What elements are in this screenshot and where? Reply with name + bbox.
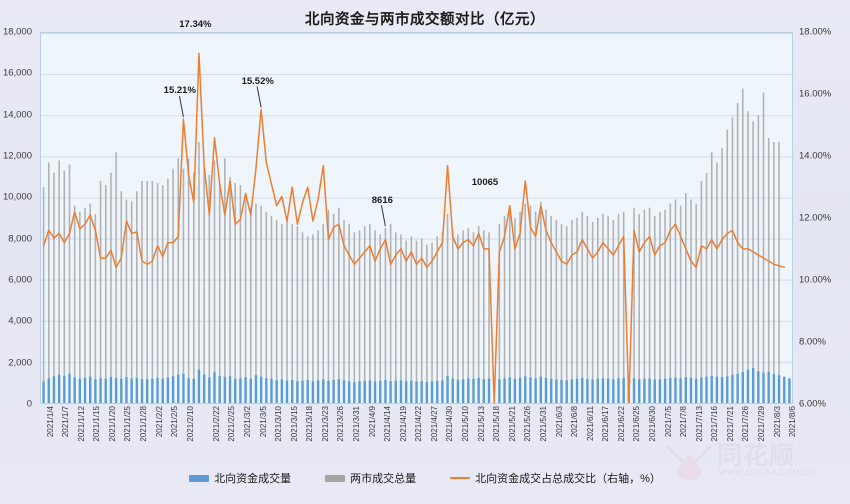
x-axis-tick: 2021/7/16 — [710, 406, 720, 442]
y-right-tick: 16.00% — [799, 88, 832, 100]
x-axis-tick: 2021/2/25 — [227, 406, 237, 442]
x-axis-tick: 2021/4/14 — [383, 406, 393, 442]
y-right-tick: 6.00% — [799, 398, 826, 410]
y-left-tick: 18,000 — [2, 26, 32, 38]
x-axis-tick: 2021/3/10 — [274, 406, 284, 442]
x-axis-tick: 2021/5/18 — [492, 406, 502, 442]
x-axis-tick: 2021/7/8 — [679, 406, 689, 438]
data-label: 8616 — [371, 195, 393, 207]
y-left-tick: 16,000 — [2, 67, 32, 79]
x-axis-tick: 2021/3/5 — [258, 406, 268, 438]
x-axis-tick: 2021/3/15 — [289, 406, 299, 442]
x-axis-tick: 2021/2/2 — [154, 406, 164, 438]
legend-label: 北向资金成交量 — [214, 473, 292, 485]
x-axis-tick: 2021/1/15 — [92, 406, 102, 442]
x-axis-tick: 2021/4/9 — [367, 406, 377, 438]
legend-label: 北向资金成交占总成交比（右轴，%） — [475, 473, 661, 485]
y-left-tick: 0 — [26, 398, 32, 410]
legend-item[interactable]: 北向资金成交占总成交比（右轴，%） — [450, 470, 661, 486]
y-left-tick: 8,000 — [8, 233, 32, 245]
x-axis-tick: 2021/7/21 — [725, 406, 735, 442]
x-axis-tick: 2021/5/10 — [461, 406, 471, 442]
x-axis-tick: 2021/1/12 — [76, 406, 86, 442]
y-left-tick: 2,000 — [8, 357, 32, 369]
x-axis-tick: 2021/2/22 — [211, 406, 221, 442]
x-axis-tick: 2021/6/17 — [601, 406, 611, 442]
annotation-leaders — [178, 86, 386, 227]
x-axis-tick: 2021/3/23 — [320, 406, 330, 442]
x-axis-tick: 2021/3/2 — [242, 406, 252, 438]
y-right-tick: 12.00% — [799, 212, 832, 224]
y-axis-left: 0 2,000 4,000 6,000 8,000 10,000 12,000 14,000 1… — [0, 27, 36, 410]
legend-label: 两市成交总量 — [350, 473, 417, 485]
data-label: 10065 — [471, 176, 499, 188]
legend-swatch-icon — [325, 474, 346, 482]
legend-item[interactable]: 两市成交总量 — [325, 470, 416, 486]
x-axis-tick: 2021/2/10 — [185, 406, 195, 442]
x-axis-tick: 2021/3/31 — [351, 406, 361, 442]
plot-area: 15.21% 17.34% 15.52% 8616 10065 — [40, 19, 793, 404]
y-left-tick: 6,000 — [8, 274, 32, 286]
x-axis-tick: 2021/4/22 — [414, 406, 424, 442]
x-axis-tick: 2021/6/25 — [632, 406, 642, 442]
x-axis-tick: 2021/7/26 — [741, 406, 751, 442]
legend-swatch-icon — [189, 474, 210, 482]
data-label: 15.52% — [241, 75, 274, 87]
x-axis-tick: 2021/7/29 — [757, 406, 767, 442]
x-axis-tick: 2021/4/19 — [398, 406, 408, 442]
y-left-tick: 14,000 — [2, 109, 32, 121]
x-axis-tick: 2021/6/30 — [647, 406, 657, 442]
legend-item[interactable]: 北向资金成交量 — [189, 470, 291, 486]
x-axis-tick: 2021/8/6 — [788, 406, 798, 438]
x-axis-tick: 2021/3/26 — [336, 406, 346, 442]
x-axis-tick: 2021/1/4 — [45, 406, 55, 438]
x-axis-tick: 2021/6/11 — [585, 406, 595, 441]
x-axis-tick: 2021/7/5 — [663, 406, 673, 438]
y-right-tick: 10.00% — [799, 274, 832, 286]
y-left-tick: 4,000 — [8, 315, 32, 327]
x-axis-tick: 2021/5/31 — [538, 406, 548, 442]
legend-swatch-icon — [450, 476, 471, 480]
x-axis-tick: 2021/2/5 — [170, 406, 180, 438]
chart-legend: 北向资金成交量 两市成交总量 北向资金成交占总成交比（右轴，%） — [0, 470, 850, 486]
x-axis-tick: 2021/5/26 — [523, 406, 533, 442]
x-axis-tick: 2021/6/22 — [616, 406, 626, 442]
series-layer — [42, 52, 791, 403]
x-axis-tick: 2021/6/8 — [570, 406, 580, 438]
x-axis-tick: 2021/5/21 — [507, 406, 517, 442]
chart-title: 北向资金与两市成交额对比（亿元） — [305, 12, 545, 28]
gridlines — [41, 33, 792, 363]
x-axis-tick: 2021/6/3 — [554, 406, 564, 438]
x-axis-tick: 2021/1/25 — [123, 406, 133, 442]
data-label: 17.34% — [179, 19, 212, 31]
y-left-tick: 12,000 — [2, 150, 32, 162]
x-axis-tick: 2021/1/20 — [107, 406, 117, 442]
x-axis-tick: 2021/5/13 — [476, 406, 486, 442]
x-axis-tick: 2021/4/30 — [445, 406, 455, 442]
y-right-tick: 18.00% — [799, 26, 832, 38]
data-label: 15.21% — [163, 85, 196, 97]
y-axis-right: 6.00% 8.00% 10.00% 12.00% 14.00% 16.00% 18.00% — [797, 27, 849, 410]
x-axis-tick: 2021/3/18 — [305, 406, 315, 442]
y-right-tick: 8.00% — [799, 336, 826, 348]
x-axis-tick: 2021/1/28 — [139, 406, 149, 442]
x-axis-tick: 2021/1/7 — [61, 406, 71, 438]
y-left-tick: 10,000 — [2, 191, 32, 203]
y-right-tick: 14.00% — [799, 150, 832, 162]
x-axis-tick: 2021/7/13 — [694, 406, 704, 442]
x-axis-tick: 2021/4/27 — [429, 406, 439, 442]
x-axis: 2021/1/4 2021/1/7 2021/1/12 2021/1/15 2021/1… — [40, 406, 798, 468]
x-axis-tick: 2021/8/3 — [772, 406, 782, 438]
